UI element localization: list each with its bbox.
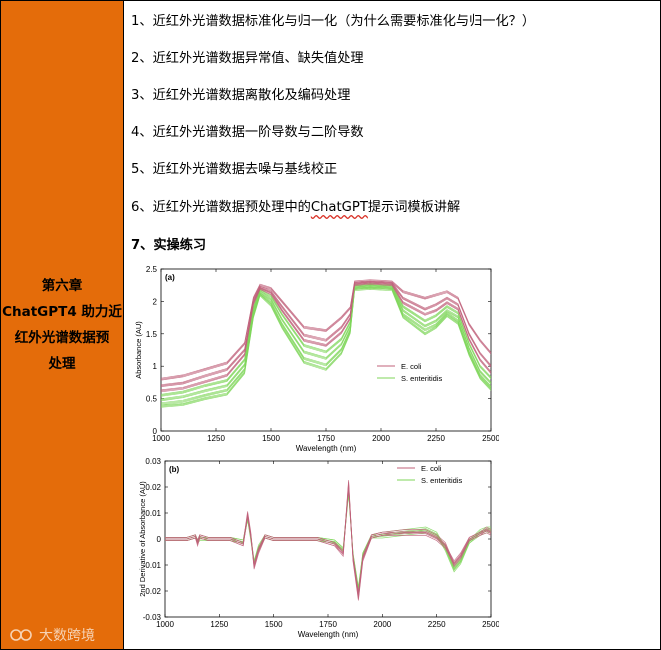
series-line xyxy=(160,282,492,392)
chapter-cell: 第六章 ChatGPT4 助力近 红外光谱数据预 处理 大数跨境 xyxy=(1,1,124,649)
y-tick-label: -0.03 xyxy=(143,613,162,622)
content-cell: 1、近红外光谱数据标准化与归一化（为什么需要标准化与归一化？） 2、近红外光谱数… xyxy=(124,1,660,649)
x-tick-label: 1750 xyxy=(317,434,335,443)
legend-label: E. coli xyxy=(401,362,422,371)
series-line xyxy=(160,283,492,395)
chapter-line: ChatGPT4 助力近 xyxy=(2,304,122,320)
chapter-line: 第六章 xyxy=(41,278,83,294)
list-item: 3、近红外光谱数据离散化及编码处理 xyxy=(131,88,351,103)
list-item: 4、近红外光谱数据一阶导数与二阶导数 xyxy=(131,125,364,140)
chapter-title: 第六章 ChatGPT4 助力近 红外光谱数据预 处理 xyxy=(1,273,123,377)
series-line xyxy=(160,285,492,401)
series-line xyxy=(160,281,492,391)
list-item: 6、近红外光谱数据预处理中的ChatGPT提示词模板讲解 xyxy=(131,196,460,215)
chapter-line: 红外光谱数据预 xyxy=(14,330,110,346)
watermark-text: 大数跨境 xyxy=(39,628,95,644)
x-tick-label: 1500 xyxy=(265,620,283,629)
absorbance-chart: 1000 1250 1500 1750 2000 2250 2500 0 0.5 1 1.5 2 2.5… xyxy=(134,265,499,453)
series-line xyxy=(160,282,492,387)
y-tick-label: -0.02 xyxy=(143,587,162,596)
series-line xyxy=(160,285,492,397)
series-line xyxy=(165,488,492,596)
y-tick-label: 0.01 xyxy=(145,509,161,518)
y-axis-label: 2nd Derivative of Absorbance (AU) xyxy=(138,481,147,597)
x-tick-label: 1500 xyxy=(262,434,280,443)
series-line xyxy=(160,289,492,408)
y-tick-label: 0.5 xyxy=(146,395,158,404)
chatgpt-term: ChatGPT xyxy=(310,200,368,215)
legend-label: S. enteritidis xyxy=(401,374,443,383)
series-line xyxy=(160,280,492,386)
y-tick-label: 0 xyxy=(157,535,162,544)
legend-label: E. coli xyxy=(421,464,442,473)
y-tick-label: 0 xyxy=(153,427,158,436)
legend-label: S. enteritidis xyxy=(421,476,463,485)
x-tick-label: 2000 xyxy=(372,434,390,443)
series-line xyxy=(160,288,492,407)
x-tick-label: 2500 xyxy=(482,620,499,629)
y-tick-label: 0.03 xyxy=(145,457,161,466)
x-tick-label: 2500 xyxy=(482,434,499,443)
x-tick-label: 2250 xyxy=(427,434,445,443)
list-item-text: 提示词模板讲解 xyxy=(367,200,461,215)
x-axis-label: Wavelength (nm) xyxy=(296,444,357,453)
series-line xyxy=(160,287,492,406)
x-tick-label: 1000 xyxy=(152,434,170,443)
x-tick-label: 2250 xyxy=(428,620,446,629)
y-tick-label: -0.01 xyxy=(143,561,162,570)
series-line xyxy=(160,280,492,380)
series-line xyxy=(160,284,492,396)
panel-label: (a) xyxy=(165,273,175,282)
x-tick-label: 1000 xyxy=(156,620,174,629)
list-item-text: 6、近红外光谱数据预处理中的 xyxy=(131,200,311,215)
x-tick-label: 1750 xyxy=(319,620,337,629)
series-line xyxy=(160,281,492,381)
second-derivative-chart: 1000 1250 1500 1750 2000 2250 2500 -0.03 -0.02 -0… xyxy=(138,457,499,639)
list-item: 1、近红外光谱数据标准化与归一化（为什么需要标准化与归一化？） xyxy=(131,14,536,29)
watermark-logo-icon xyxy=(10,629,32,641)
series-line xyxy=(165,486,492,594)
x-tick-label: 2000 xyxy=(373,620,391,629)
series-line xyxy=(160,281,492,386)
series-line xyxy=(160,284,492,400)
y-tick-label: 1 xyxy=(153,362,158,371)
series-line xyxy=(160,279,492,379)
list-item-heading: 7、实操练习 xyxy=(131,238,207,253)
y-tick-label: 2 xyxy=(153,297,158,306)
series-line xyxy=(160,286,492,402)
series-line xyxy=(165,485,492,593)
x-axis-label: Wavelength (nm) xyxy=(298,630,359,639)
y-axis-label: Absorbance (AU) xyxy=(134,321,143,379)
series-line xyxy=(160,287,492,406)
panel-label: (b) xyxy=(169,465,180,474)
x-tick-label: 1250 xyxy=(207,434,225,443)
list-item: 5、近红外光谱数据去噪与基线校正 xyxy=(131,162,338,177)
list-item: 2、近红外光谱数据异常值、缺失值处理 xyxy=(131,51,364,66)
y-tick-label: 2.5 xyxy=(146,265,158,274)
series-line xyxy=(160,283,492,393)
series-line xyxy=(160,286,492,405)
watermark: 大数跨境 xyxy=(9,625,95,645)
x-tick-label: 1250 xyxy=(210,620,228,629)
chapter-line: 处理 xyxy=(48,356,76,372)
y-tick-label: 1.5 xyxy=(146,330,158,339)
y-tick-label: 0.02 xyxy=(145,483,161,492)
series-line xyxy=(160,285,492,404)
